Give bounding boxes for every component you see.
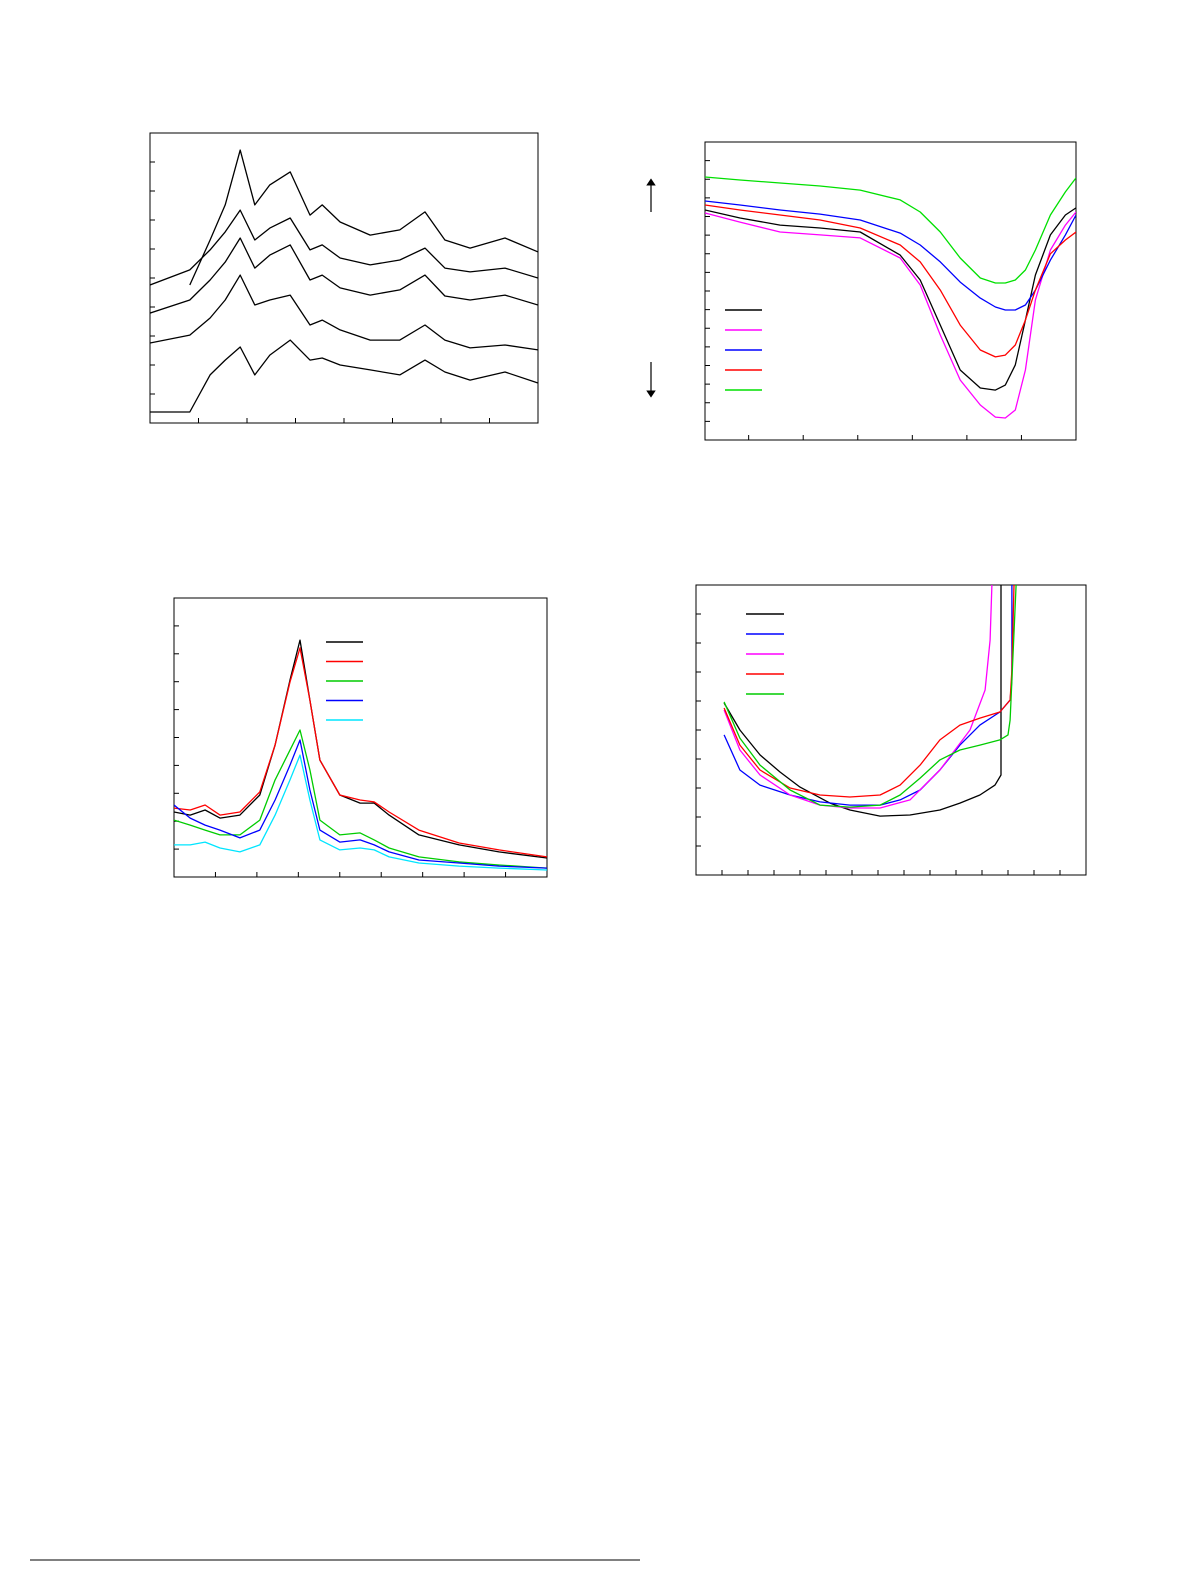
series-line bbox=[150, 237, 538, 314]
series-line bbox=[174, 729, 547, 869]
series-line bbox=[723, 584, 993, 809]
series-line bbox=[150, 209, 538, 286]
series-line bbox=[174, 647, 547, 858]
series-line bbox=[705, 211, 1076, 419]
series-line bbox=[705, 207, 1076, 391]
series-line bbox=[174, 754, 547, 871]
series-line bbox=[174, 739, 547, 869]
series-line bbox=[150, 274, 538, 351]
series-line bbox=[705, 176, 1076, 284]
series-line bbox=[723, 584, 1015, 798]
series-line bbox=[174, 639, 547, 859]
series-line bbox=[705, 204, 1076, 358]
series-line bbox=[723, 585, 1013, 806]
plot-frame bbox=[695, 584, 1087, 876]
series-line bbox=[189, 149, 538, 286]
chart bbox=[173, 597, 548, 878]
series-line bbox=[723, 584, 1017, 808]
series-line bbox=[705, 200, 1076, 311]
chart bbox=[695, 584, 1087, 876]
series-line bbox=[150, 339, 538, 413]
series-line bbox=[723, 585, 1002, 817]
plot-frame bbox=[704, 141, 1077, 441]
chart bbox=[149, 132, 539, 424]
chart bbox=[704, 141, 1077, 441]
